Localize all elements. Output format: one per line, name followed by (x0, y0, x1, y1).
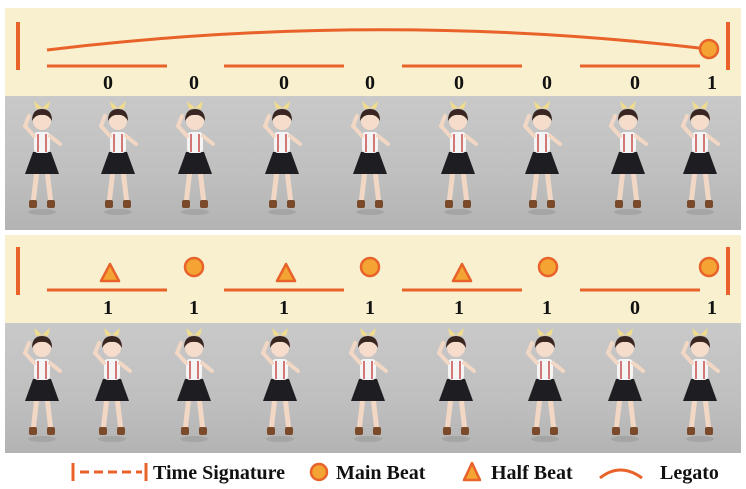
beat-value: 0 (279, 72, 289, 94)
timeline-row-2 (16, 247, 730, 295)
dancer-frame (611, 101, 646, 215)
half-beat-marker (275, 262, 297, 283)
beat-value: 0 (630, 72, 640, 94)
main-beat-marker (183, 256, 205, 278)
beat-value: 0 (542, 72, 552, 94)
beat-value: 1 (279, 297, 289, 319)
beat-value: 1 (707, 297, 717, 319)
dance-frames-row-2 (25, 328, 718, 442)
dancer-frame (177, 328, 212, 442)
half-beat-symbol (462, 461, 482, 482)
beat-timeline-band-1 (5, 8, 741, 96)
dancer-frame (439, 328, 474, 442)
dancer-frame (608, 328, 643, 442)
dance-frames-row-1 (25, 101, 718, 215)
dancer-frame (95, 328, 130, 442)
dancer-frame (25, 328, 60, 442)
dancer-frame (525, 101, 560, 215)
legend-symbols (71, 461, 643, 482)
timeline-row-1 (16, 22, 730, 70)
dancer-frame (25, 101, 60, 215)
dancer-frame (353, 101, 388, 215)
beat-value: 1 (365, 297, 375, 319)
dancer-frame (263, 328, 298, 442)
beat-value: 0 (454, 72, 464, 94)
dancer-frame (178, 101, 213, 215)
beat-value: 1 (189, 297, 199, 319)
beat-value: 0 (365, 72, 375, 94)
legend-time-signature-label: Time Signature (153, 462, 286, 484)
half-beat-marker (99, 262, 121, 283)
beat-value: 0 (103, 72, 113, 94)
beat-value: 0 (189, 72, 199, 94)
legend-legato-label: Legato (660, 462, 719, 484)
beat-timeline-band-2 (5, 235, 741, 323)
beat-value: 1 (542, 297, 552, 319)
legato-symbol (599, 468, 643, 480)
beat-value: 1 (707, 72, 717, 94)
legend: Time Signature Main Beat Half Beat Legat… (0, 458, 746, 488)
main-beat-marker (698, 38, 720, 60)
dancer-frame (101, 101, 136, 215)
main-beat-symbol (309, 462, 329, 482)
dancer-frame (441, 101, 476, 215)
dancer-frame (528, 328, 563, 442)
dancer-frame (683, 328, 718, 442)
beat-value: 0 (630, 297, 640, 319)
beat-value: 1 (103, 297, 113, 319)
dancer-frame (351, 328, 386, 442)
beat-value: 1 (454, 297, 464, 319)
legato-arc (46, 28, 709, 52)
dancer-frame (265, 101, 300, 215)
legend-main-beat-label: Main Beat (336, 462, 426, 484)
main-beat-marker (537, 256, 559, 278)
main-beat-marker (359, 256, 381, 278)
dancer-frame (683, 101, 718, 215)
half-beat-marker (451, 262, 473, 283)
main-beat-marker (698, 256, 720, 278)
legend-half-beat-label: Half Beat (491, 462, 573, 484)
